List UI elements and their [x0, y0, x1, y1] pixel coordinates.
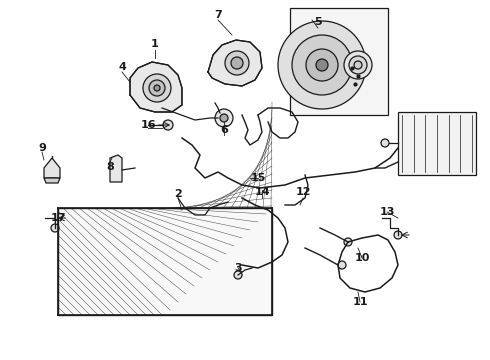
- Polygon shape: [44, 178, 60, 183]
- Text: 11: 11: [352, 297, 368, 307]
- Circle shape: [220, 114, 228, 122]
- Text: 2: 2: [174, 189, 182, 199]
- Text: 1: 1: [151, 39, 159, 49]
- Circle shape: [349, 56, 367, 74]
- Text: 10: 10: [354, 253, 369, 263]
- Circle shape: [381, 139, 389, 147]
- Text: 3: 3: [234, 263, 242, 273]
- Text: 17: 17: [50, 213, 66, 223]
- Circle shape: [234, 271, 242, 279]
- Circle shape: [394, 231, 402, 239]
- Text: 14: 14: [254, 187, 270, 197]
- Circle shape: [292, 35, 352, 95]
- Circle shape: [306, 49, 338, 81]
- Circle shape: [316, 59, 328, 71]
- Text: 7: 7: [214, 10, 222, 20]
- Circle shape: [338, 261, 346, 269]
- Text: 12: 12: [295, 187, 311, 197]
- Text: 9: 9: [38, 143, 46, 153]
- Circle shape: [231, 57, 243, 69]
- Text: 4: 4: [118, 62, 126, 72]
- Circle shape: [225, 51, 249, 75]
- Circle shape: [278, 21, 366, 109]
- Text: 8: 8: [106, 162, 114, 172]
- Polygon shape: [44, 158, 60, 178]
- Bar: [58, 208, 272, 315]
- Circle shape: [344, 238, 352, 246]
- Bar: [290, 8, 388, 115]
- Circle shape: [154, 85, 160, 91]
- Text: 6: 6: [220, 125, 228, 135]
- Text: 16: 16: [140, 120, 156, 130]
- Bar: [398, 112, 476, 175]
- Circle shape: [149, 80, 165, 96]
- Polygon shape: [208, 40, 262, 86]
- Text: 5: 5: [314, 17, 322, 27]
- Text: 13: 13: [379, 207, 394, 217]
- Circle shape: [354, 61, 362, 69]
- Circle shape: [163, 120, 173, 130]
- Circle shape: [344, 51, 372, 79]
- Text: 15: 15: [250, 173, 266, 183]
- Polygon shape: [110, 155, 122, 182]
- Circle shape: [51, 224, 59, 232]
- Circle shape: [215, 109, 233, 127]
- Polygon shape: [130, 62, 182, 112]
- Circle shape: [143, 74, 171, 102]
